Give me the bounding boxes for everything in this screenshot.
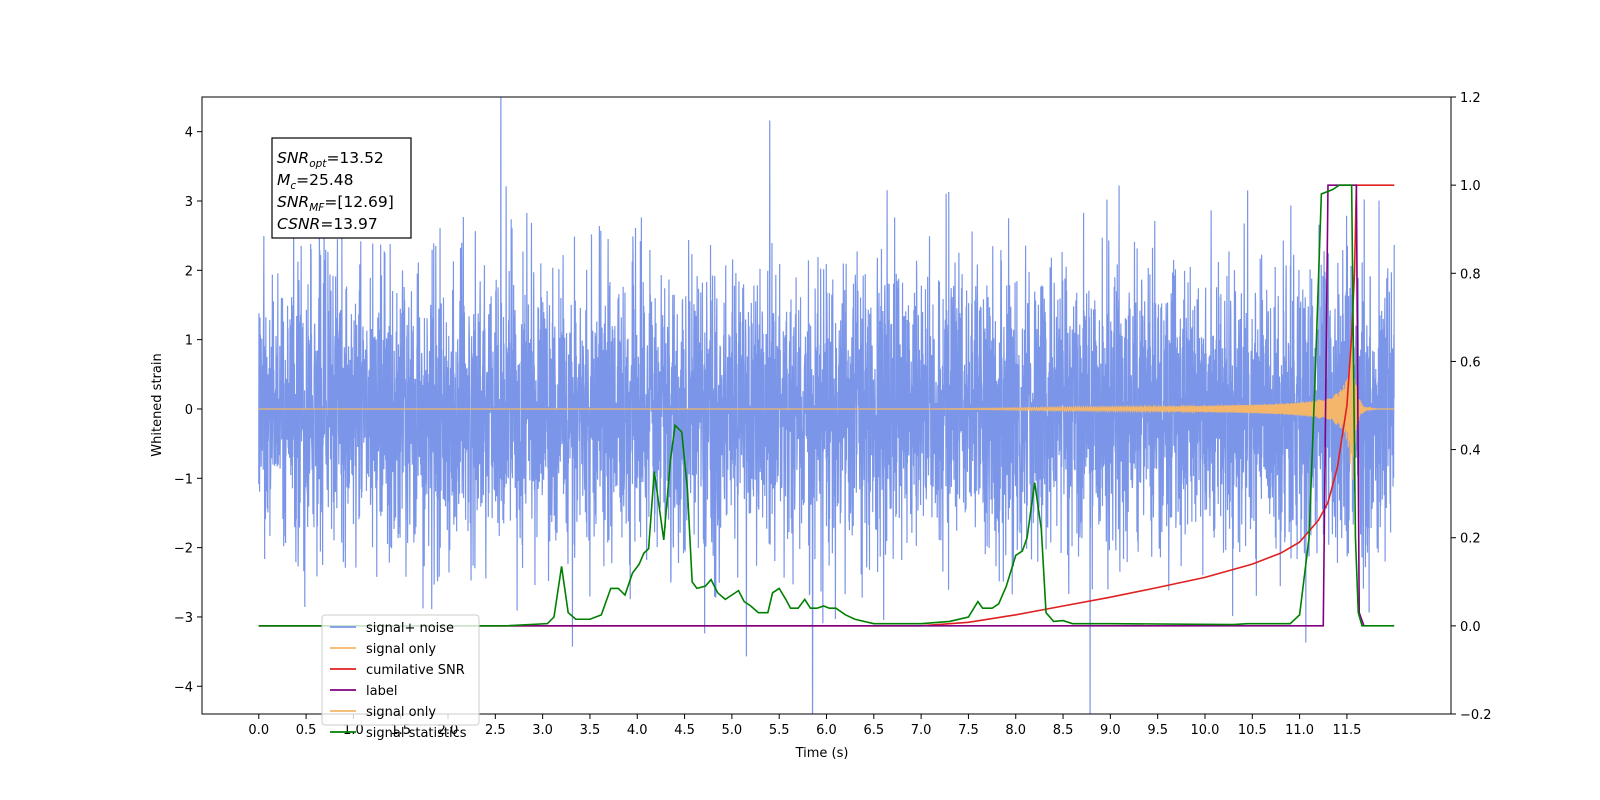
x-tick-label: 0.0: [248, 723, 269, 738]
x-tick-label: 1.0: [343, 723, 364, 738]
y-left-tick-label: −1: [174, 472, 193, 487]
legend-item-label: label: [330, 684, 397, 699]
x-tick-label: 7.5: [958, 723, 979, 738]
y-left-tick-label: −4: [174, 680, 193, 695]
y-axis-left-ticks: −4 −3 −2 −1 0 1 2 3 4: [174, 126, 202, 695]
x-tick-label: 9.5: [1147, 723, 1168, 738]
y-axis-right-ticks: −0.2 0.0 0.2 0.4 0.6 0.8 1.0 1.2: [1451, 91, 1492, 723]
annotation-subscript: opt: [309, 158, 327, 170]
annotation-symbol: SNR: [277, 193, 309, 211]
y-left-tick-label: 4: [185, 126, 193, 141]
y-right-tick-label: 0.0: [1460, 620, 1481, 635]
annotation-line: SNRMF=[12.69]: [277, 193, 394, 214]
annotation-box: SNRopt=13.52Mc=25.48SNRMF=[12.69]CSNR=13…: [271, 137, 412, 239]
annotation-frame: [271, 137, 412, 239]
legend-item-cumilative-snr: cumilative SNR: [330, 663, 465, 678]
legend-label: signal only: [366, 642, 436, 657]
legend-label: signal only: [366, 705, 436, 720]
x-tick-label: 4.5: [674, 723, 695, 738]
x-tick-label: 2.0: [438, 723, 459, 738]
annotation-subscript: MF: [309, 202, 325, 214]
y-right-tick-label: 0.8: [1460, 267, 1481, 282]
annotation-symbol: SNR: [277, 149, 309, 167]
y-right-tick-label: 0.4: [1460, 444, 1481, 459]
x-tick-label: 7.0: [911, 723, 932, 738]
annotation-symbol: CSNR: [277, 215, 320, 233]
series-signal-statistics-line: [258, 184, 1395, 627]
x-tick-label: 10.5: [1238, 723, 1267, 738]
legend-item-signal-only: signal only: [330, 642, 436, 657]
x-tick-label: 9.0: [1100, 723, 1121, 738]
annotation-value: =25.48: [296, 171, 353, 189]
right-axis-series: [258, 184, 1395, 627]
x-tick-label: 5.0: [722, 723, 743, 738]
y-left-tick-label: 0: [185, 403, 193, 418]
annotation-line: SNRopt=13.52: [277, 149, 384, 170]
legend-label: signal+ noise: [366, 621, 454, 636]
legend-frame: [321, 614, 480, 726]
x-tick-label: 8.5: [1053, 723, 1074, 738]
y-left-tick-label: −3: [174, 611, 193, 626]
annotation-line: Mc=25.48: [277, 171, 354, 192]
legend-item-signal-only: signal only: [330, 705, 436, 720]
y-left-tick-label: 1: [185, 334, 193, 349]
x-tick-label: 5.5: [769, 723, 790, 738]
y-right-tick-label: 0.6: [1460, 355, 1481, 370]
y-right-tick-label: 1.2: [1460, 91, 1481, 106]
legend: signal+ noise signal only cumilative SNR la…: [321, 614, 480, 741]
x-tick-label: 10.0: [1191, 723, 1220, 738]
x-tick-label: 11.0: [1285, 723, 1314, 738]
x-tick-label: 4.0: [627, 723, 648, 738]
y-right-tick-label: −0.2: [1460, 708, 1492, 723]
legend-label: label: [366, 684, 397, 699]
x-axis-label: Time (s): [795, 746, 849, 761]
signal-line: [258, 331, 1395, 480]
x-tick-label: 1.5: [390, 723, 411, 738]
x-tick-label: 2.5: [485, 723, 506, 738]
x-tick-label: 8.0: [1005, 723, 1026, 738]
y-right-tick-label: 1.0: [1460, 179, 1481, 194]
annotation-value: =[12.69]: [324, 193, 393, 211]
series-signal-only: [258, 331, 1395, 480]
x-tick-label: 11.5: [1332, 723, 1361, 738]
x-axis-ticks: 0.0 0.5 1.0 1.5 2.0 2.5 3.0 3.5 4.0 4.5 5.0 5.5 6.0 6…: [248, 714, 1361, 738]
y-axis-left-label: Whitened strain: [150, 353, 165, 456]
annotation-value: =13.52: [326, 149, 383, 167]
annotation-subscript: c: [290, 180, 296, 192]
legend-item-signal-statistics: signal statistics: [330, 726, 467, 741]
series-cumilative-snr-line: [258, 184, 1395, 627]
noise-line: [258, 97, 1395, 714]
x-tick-label: 6.0: [816, 723, 837, 738]
y-left-tick-label: 2: [185, 264, 193, 279]
legend-item-signal-noise: signal+ noise: [330, 621, 454, 636]
series-signal-noise: [258, 97, 1395, 714]
legend-label: signal statistics: [366, 726, 467, 741]
x-tick-label: 3.5: [580, 723, 601, 738]
annotation-symbol: M: [277, 171, 290, 189]
annotation-value: =13.97: [320, 215, 377, 233]
y-left-tick-label: 3: [185, 195, 193, 210]
y-right-tick-label: 0.2: [1460, 532, 1481, 547]
x-tick-label: 0.5: [296, 723, 317, 738]
x-tick-label: 3.0: [532, 723, 553, 738]
y-left-tick-label: −2: [174, 542, 193, 557]
x-tick-label: 6.5: [863, 723, 884, 738]
annotation-line: CSNR=13.97: [277, 215, 378, 233]
legend-label: cumilative SNR: [366, 663, 465, 678]
